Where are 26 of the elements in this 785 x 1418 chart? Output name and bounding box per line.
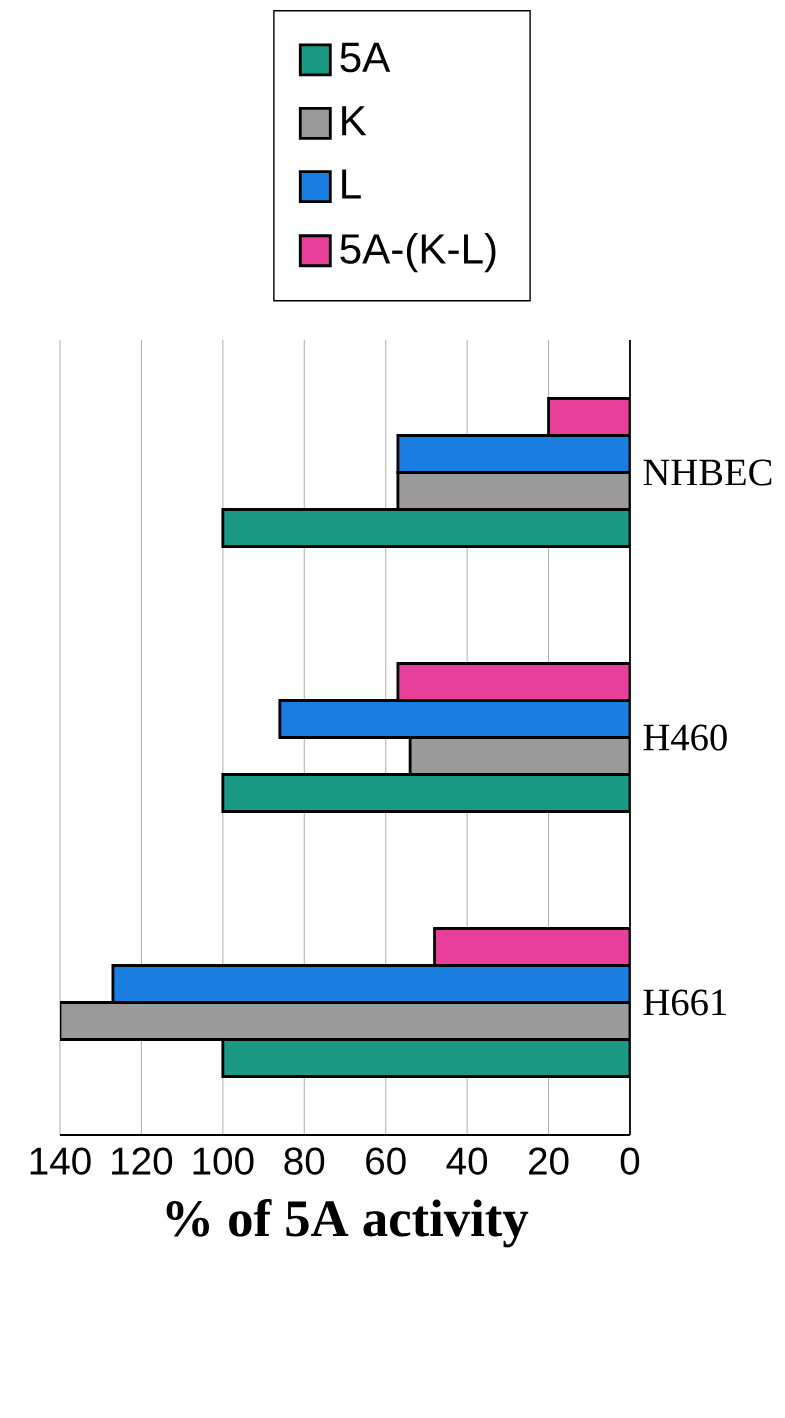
legend-label: 5A-(K-L) [340,232,496,273]
bar [396,471,630,511]
y-tick-label: H460 [643,724,727,751]
x-tick-label: 20 [528,1147,569,1175]
legend-label: K [342,106,367,136]
x-tick-label: 40 [446,1147,488,1175]
bar [396,662,630,702]
x-tick-label: 80 [284,1147,325,1175]
bar [59,1001,630,1041]
bar [396,434,630,474]
x-axis-title: % of 5A activity [166,1198,529,1248]
bar [221,1038,630,1078]
bar [433,927,630,967]
legend-label: 5A [340,42,391,73]
x-tick-label: 0 [620,1147,640,1175]
bar [221,773,630,813]
bar [111,964,630,1004]
bar [221,508,630,548]
x-tick-label: 120 [112,1147,173,1175]
x-tick-label: 140 [30,1147,91,1175]
y-tick-label: H661 [643,989,726,1016]
legend-label: L [342,169,361,199]
x-tick-label: 60 [366,1147,406,1175]
bar [278,699,630,739]
y-tick-label: NHBEC [643,459,772,486]
x-tick-label: 100 [193,1147,254,1175]
